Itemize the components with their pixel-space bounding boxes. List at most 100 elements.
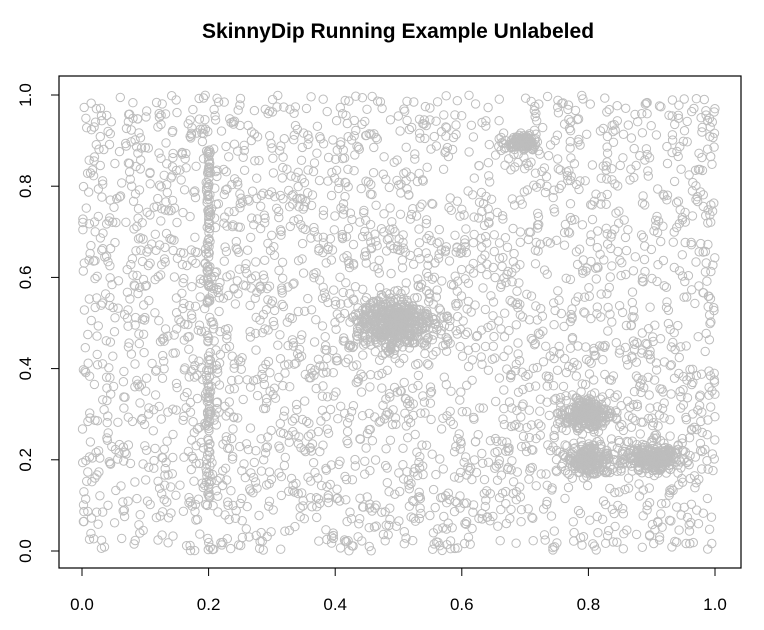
data-point bbox=[628, 451, 639, 461]
data-point bbox=[102, 383, 112, 393]
data-point bbox=[642, 500, 652, 511]
data-point bbox=[144, 462, 154, 472]
data-point bbox=[651, 365, 662, 375]
data-point bbox=[103, 500, 113, 510]
data-point bbox=[597, 514, 608, 524]
data-point bbox=[197, 128, 207, 138]
data-point bbox=[565, 212, 576, 223]
data-point bbox=[571, 247, 582, 257]
data-point bbox=[330, 154, 341, 165]
data-point bbox=[289, 135, 299, 145]
data-point bbox=[658, 453, 668, 463]
data-point bbox=[369, 522, 380, 532]
data-point bbox=[306, 92, 316, 102]
data-point bbox=[482, 270, 492, 280]
data-point bbox=[348, 541, 358, 551]
data-point bbox=[691, 94, 702, 104]
data-point bbox=[154, 148, 164, 158]
data-point bbox=[464, 147, 474, 157]
data-point bbox=[256, 527, 266, 538]
data-point bbox=[398, 474, 409, 484]
data-point bbox=[161, 138, 171, 148]
data-point bbox=[235, 441, 245, 452]
data-point bbox=[450, 543, 460, 554]
data-point bbox=[105, 337, 116, 347]
data-point bbox=[345, 341, 355, 351]
data-point bbox=[349, 295, 359, 306]
data-point bbox=[404, 480, 414, 490]
data-point bbox=[677, 250, 687, 260]
data-point bbox=[404, 303, 415, 314]
data-point bbox=[378, 400, 388, 410]
data-point bbox=[219, 189, 230, 200]
data-point bbox=[422, 359, 433, 369]
data-point bbox=[489, 230, 499, 240]
data-point bbox=[283, 340, 293, 351]
data-point bbox=[648, 440, 658, 451]
data-point bbox=[653, 260, 663, 270]
data-point bbox=[210, 115, 221, 125]
data-point bbox=[638, 232, 648, 243]
data-point bbox=[488, 311, 498, 321]
data-point bbox=[294, 202, 304, 212]
data-point bbox=[643, 463, 654, 473]
data-point bbox=[211, 360, 222, 371]
data-point bbox=[501, 499, 511, 509]
data-point bbox=[607, 504, 617, 514]
data-point bbox=[436, 127, 447, 137]
data-point bbox=[466, 307, 476, 317]
data-point bbox=[528, 335, 538, 345]
data-point bbox=[237, 466, 247, 476]
data-point bbox=[652, 211, 662, 222]
data-point bbox=[710, 104, 720, 114]
data-point bbox=[461, 519, 471, 529]
data-point bbox=[153, 193, 163, 204]
data-point bbox=[531, 301, 541, 311]
data-point bbox=[545, 140, 556, 150]
data-point bbox=[548, 192, 558, 203]
data-point bbox=[629, 345, 640, 355]
data-point bbox=[244, 532, 254, 542]
data-point bbox=[681, 415, 692, 425]
data-point bbox=[578, 406, 589, 416]
data-point bbox=[252, 173, 262, 183]
data-point bbox=[323, 497, 334, 508]
data-point bbox=[427, 335, 437, 345]
data-point bbox=[627, 287, 638, 297]
data-point bbox=[297, 142, 307, 153]
data-point bbox=[426, 414, 436, 425]
data-point bbox=[139, 300, 149, 310]
data-point bbox=[204, 248, 214, 258]
data-point bbox=[379, 414, 390, 424]
data-point bbox=[655, 465, 666, 475]
data-point bbox=[274, 468, 284, 478]
data-point bbox=[90, 256, 100, 266]
data-point bbox=[569, 438, 579, 448]
data-point bbox=[561, 425, 571, 436]
data-point bbox=[421, 440, 432, 450]
data-point bbox=[297, 174, 307, 184]
data-point bbox=[162, 180, 172, 190]
data-point bbox=[684, 520, 694, 530]
data-point bbox=[241, 439, 252, 449]
data-point bbox=[429, 319, 440, 329]
data-point bbox=[78, 457, 88, 468]
data-point bbox=[109, 518, 120, 528]
data-point bbox=[675, 141, 685, 152]
data-point bbox=[204, 423, 214, 434]
data-point bbox=[188, 453, 198, 464]
data-point bbox=[496, 324, 506, 334]
data-point bbox=[396, 313, 406, 324]
data-point bbox=[286, 171, 296, 181]
data-point bbox=[612, 101, 622, 111]
data-point bbox=[202, 397, 213, 407]
data-point bbox=[684, 526, 695, 536]
data-point bbox=[642, 97, 652, 108]
data-point bbox=[385, 503, 395, 513]
data-point bbox=[701, 210, 711, 221]
data-point bbox=[577, 90, 587, 101]
data-point bbox=[478, 458, 488, 468]
data-point bbox=[602, 148, 613, 159]
data-point bbox=[366, 179, 376, 190]
data-point bbox=[526, 291, 537, 301]
